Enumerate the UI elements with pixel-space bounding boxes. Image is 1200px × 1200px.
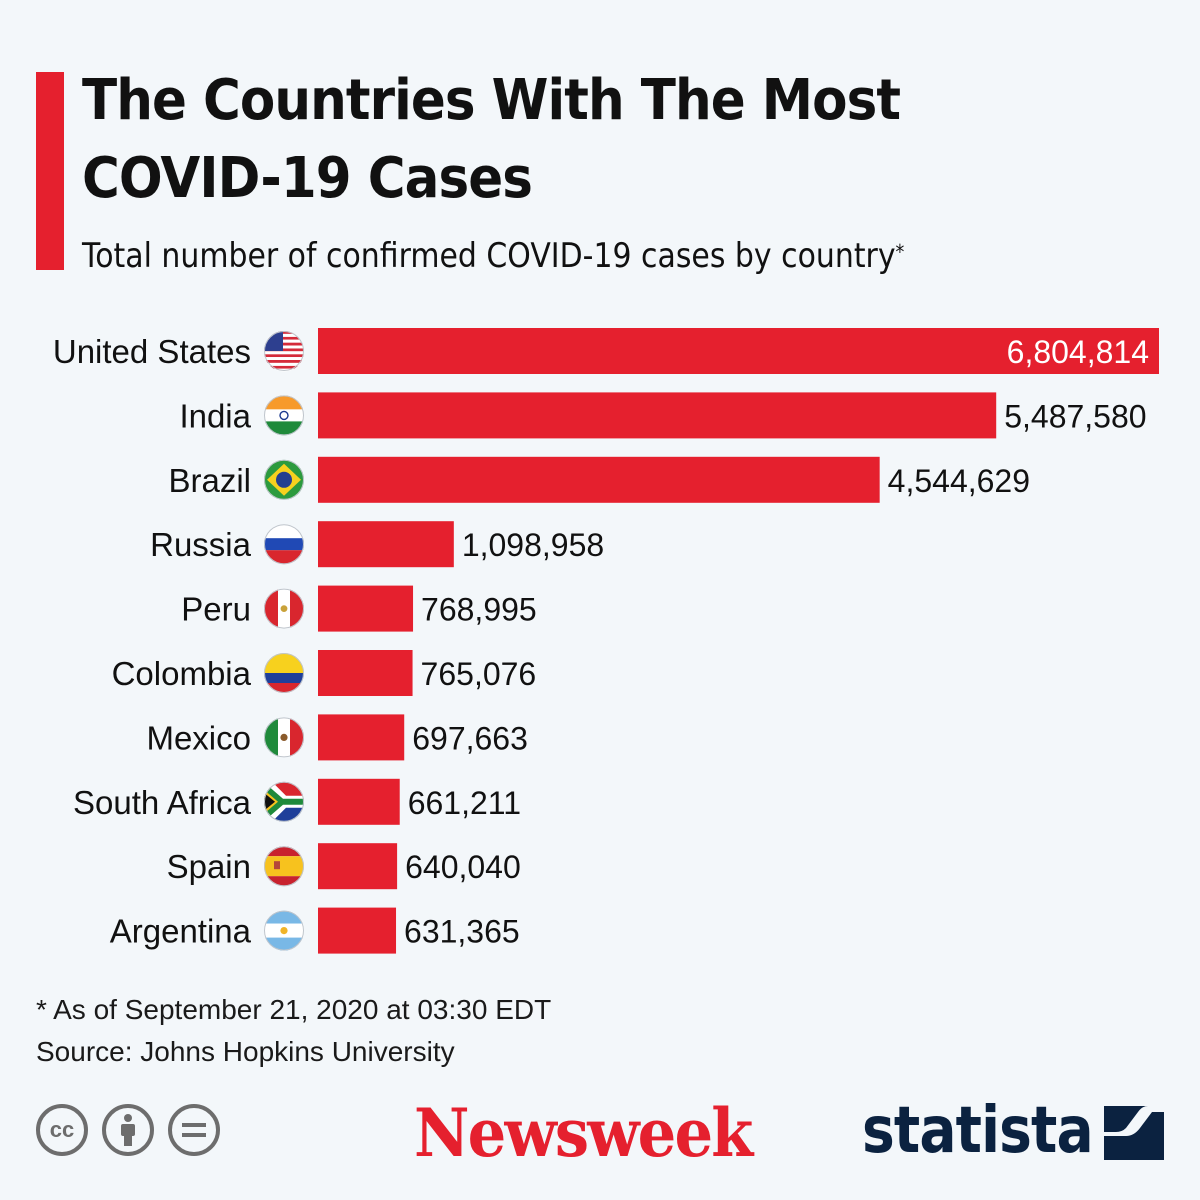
chart-subtitle: Total number of confirmed COVID-19 cases…	[82, 232, 904, 280]
category-label: Peru	[181, 591, 251, 628]
bar	[318, 843, 398, 890]
bar	[318, 907, 397, 954]
value-label: 6,804,814	[1007, 334, 1149, 370]
category-label: Russia	[150, 526, 252, 563]
accent-bar	[36, 72, 64, 270]
colombia-flag-icon	[264, 653, 304, 693]
bar	[318, 714, 405, 761]
statista-logo: statista	[862, 1094, 1094, 1168]
value-label: 5,487,580	[1004, 398, 1146, 434]
category-label: United States	[53, 333, 251, 370]
value-label: 768,995	[421, 592, 537, 628]
footnote-date: * As of September 21, 2020 at 03:30 EDT	[36, 994, 552, 1025]
value-label: 1,098,958	[462, 527, 604, 563]
category-label: South Africa	[73, 784, 252, 821]
value-label: 661,211	[408, 785, 521, 821]
russia-flag-icon	[264, 524, 304, 565]
subtitle-footnote-mark: *	[895, 240, 905, 264]
peru-flag-icon	[264, 588, 304, 629]
value-label: 640,040	[405, 849, 521, 885]
mexico-flag-icon	[264, 717, 304, 758]
value-label: 631,365	[404, 914, 520, 950]
brazil-flag-icon	[264, 459, 304, 500]
bar	[318, 456, 880, 503]
category-label: Spain	[167, 848, 251, 885]
category-label: Brazil	[168, 462, 251, 499]
category-label: Mexico	[146, 719, 251, 756]
chart-title: The Countries With The Most COVID-19 Cas…	[82, 68, 901, 211]
bar	[318, 650, 413, 696]
spain-flag-icon	[264, 846, 304, 887]
argentina-flag-icon	[264, 910, 304, 951]
value-label: 4,544,629	[888, 463, 1030, 499]
newsweek-logo: Newsweek	[414, 1094, 753, 1172]
usa-flag-icon	[264, 331, 304, 372]
cc-icon: cc	[36, 1104, 88, 1156]
bar	[318, 585, 414, 632]
value-label: 697,663	[412, 720, 528, 756]
category-label: Colombia	[112, 655, 252, 692]
nd-icon	[168, 1104, 220, 1156]
category-label: India	[179, 397, 251, 434]
india-flag-icon	[264, 395, 304, 436]
by-icon	[102, 1104, 154, 1156]
subtitle-text: Total number of confirmed COVID-19 cases…	[82, 236, 896, 276]
category-label: Argentina	[110, 913, 252, 950]
value-label: 765,076	[421, 656, 537, 692]
bar	[318, 328, 1159, 374]
bar-chart: United States 6,804,814 India 5,487,580 Braz…	[53, 328, 1159, 954]
bar	[318, 521, 454, 568]
statista-mark-icon	[1104, 1106, 1164, 1160]
bar	[318, 392, 997, 439]
source-note: Source: Johns Hopkins University	[36, 1036, 455, 1067]
license-icons: cc	[36, 1104, 220, 1156]
south-africa-flag-icon	[264, 781, 304, 822]
bar	[318, 778, 400, 825]
